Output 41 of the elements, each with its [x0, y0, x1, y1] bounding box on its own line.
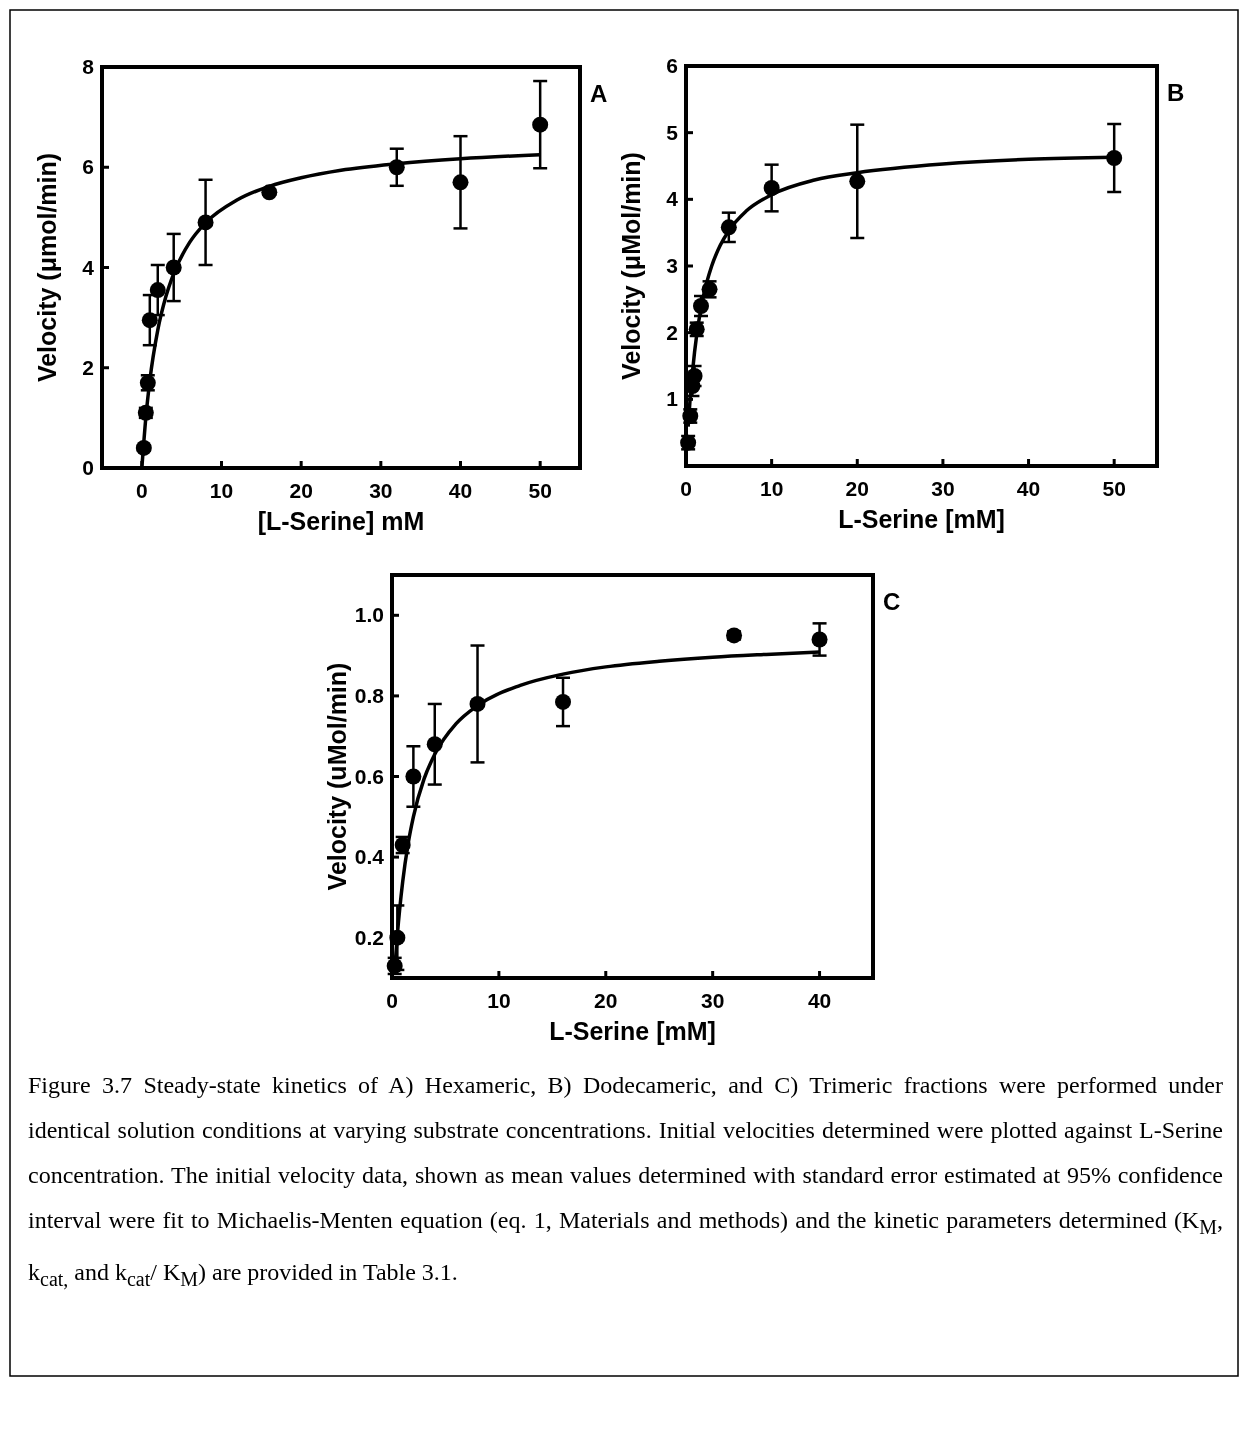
text: A [590, 80, 608, 107]
y-tick-label: 0 [82, 456, 94, 479]
y-tick-label: 4 [82, 255, 95, 279]
text: C [883, 588, 901, 615]
y-tick-label: 0.4 [354, 845, 385, 869]
text: Figure 3.7 Steady-state kinetics of A) Hexameric, B) Dodecameric, and C) Trimeric fractions were performed under identical solution conditions at varying substrate concentrations. Initial velocities determined were plotted against L-Serine concentration. The initial velocity data, shown as mean values determined with standard error estimated at 95% confidence interval were fit to Michaelis-Menten equation (eq. 1, Materials and methods) and the kinetic parameters determined (K$_{M}$, k$_{cat,}$ and k$_{cat}$/ K$_{M}$) are provided in Table 3.1. [28, 1072, 1223, 1290]
y-axis-title: Velocity (μMol/min) [617, 152, 645, 380]
y-axis-title: Velocity (μmol/min) [33, 152, 61, 383]
x-tick-label: 20 [594, 989, 618, 1012]
y-tick-label: 3 [666, 254, 678, 277]
y-tick-label: 5 [666, 120, 679, 144]
y-tick-label: 6 [82, 155, 94, 179]
x-tick-label: 30 [700, 989, 725, 1012]
y-tick-label: 1 [666, 387, 679, 411]
y-tick-label: 2 [82, 355, 94, 379]
x-tick-label: 40 [1016, 477, 1041, 500]
text: B [1167, 79, 1185, 106]
x-tick-label: 10 [759, 477, 784, 500]
x-axis-title: L-Serine [mM] [838, 505, 1005, 533]
y-tick-label: 1.0 [354, 603, 384, 627]
y-tick-label: 0.2 [354, 925, 384, 949]
x-tick-label: 30 [369, 479, 393, 502]
y-tick-label: 6 [666, 54, 678, 77]
y-tick-label: 2 [666, 320, 678, 344]
y-axis-title: Velocity (uMol/min) [323, 662, 351, 891]
x-axis-title: [L-Serine] mM [257, 507, 425, 535]
x-tick-label: 10 [487, 989, 511, 1012]
x-tick-label: 0 [135, 479, 148, 502]
x-tick-label: 40 [448, 479, 473, 502]
x-tick-label: 50 [528, 479, 552, 502]
x-tick-label: 30 [931, 477, 955, 500]
y-tick-label: 0.8 [354, 683, 385, 707]
x-tick-label: 20 [845, 477, 869, 500]
y-tick-label: 4 [666, 187, 679, 211]
x-axis-title: L-Serine [mM] [549, 1017, 716, 1045]
x-tick-label: 20 [289, 479, 313, 502]
y-tick-label: 8 [82, 55, 95, 78]
x-tick-label: 40 [807, 989, 832, 1012]
x-tick-label: 50 [1102, 477, 1126, 500]
x-tick-label: 10 [209, 479, 234, 502]
y-tick-label: 0.6 [354, 764, 384, 788]
